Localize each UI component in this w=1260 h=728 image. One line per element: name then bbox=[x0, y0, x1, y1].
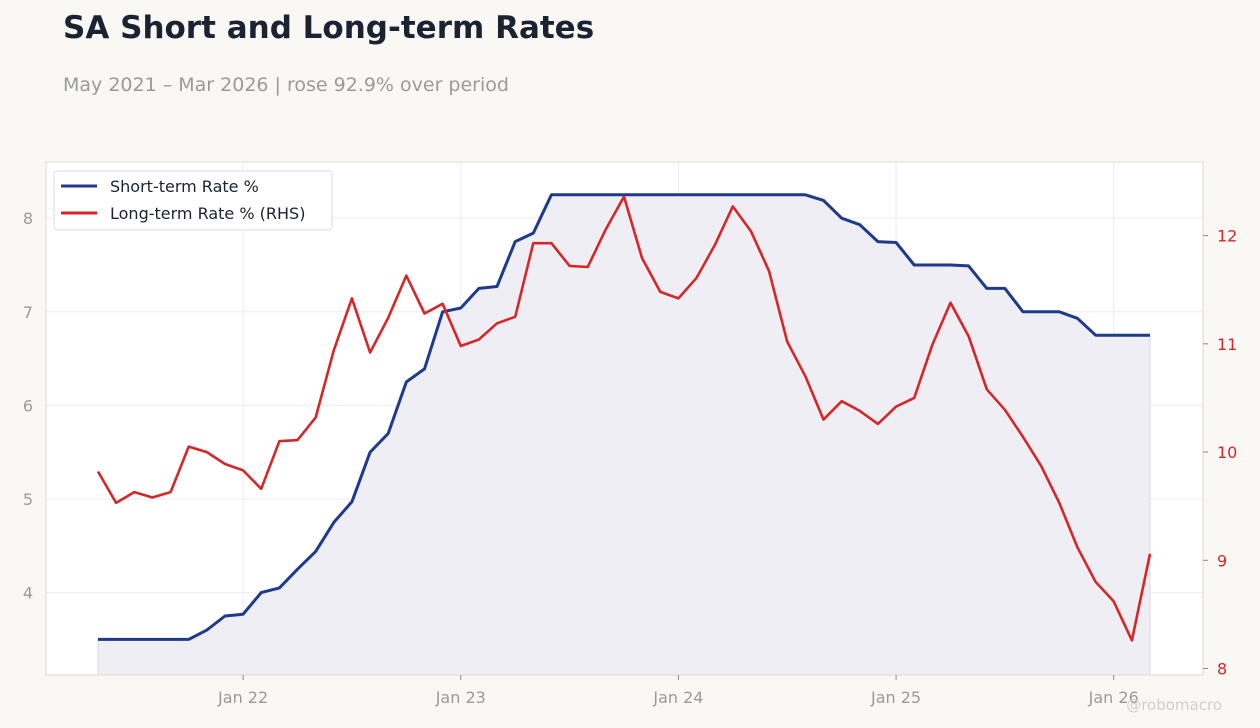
watermark: @robomacro bbox=[1126, 696, 1222, 714]
legend-label-long-rate: Long-term Rate % (RHS) bbox=[110, 204, 305, 223]
left-axis-tick-label: 5 bbox=[23, 490, 33, 509]
long-rate-line bbox=[96, 195, 1152, 642]
x-axis-tick-label: Jan 22 bbox=[217, 688, 268, 707]
left-axis-tick-label: 8 bbox=[23, 209, 33, 228]
left-axis-ticks: 4 5 6 7 8 bbox=[23, 209, 33, 602]
x-axis-tick-label: Jan 25 bbox=[870, 688, 921, 707]
left-axis-tick-label: 4 bbox=[23, 584, 33, 603]
x-axis-tick-label: Jan 23 bbox=[435, 688, 486, 707]
left-axis-tick-label: 6 bbox=[23, 396, 33, 415]
right-axis-tick-label: 12 bbox=[1217, 227, 1237, 246]
x-axis-tick-label: Jan 26 bbox=[1088, 688, 1139, 707]
right-axis-tick-label: 10 bbox=[1217, 443, 1237, 462]
left-axis-tick-label: 7 bbox=[23, 303, 33, 322]
legend-label-short-rate: Short-term Rate % bbox=[110, 177, 259, 196]
right-axis-tick-label: 11 bbox=[1217, 335, 1237, 354]
legend-box bbox=[53, 170, 333, 231]
right-axis-ticks: 8 9 10 11 12 bbox=[1203, 227, 1237, 679]
right-axis-tick-label: 8 bbox=[1217, 660, 1227, 679]
plot-frame bbox=[45, 161, 1204, 676]
chart-title: SA Short and Long-term Rates bbox=[63, 10, 595, 46]
x-axis-tick-label: Jan 24 bbox=[652, 688, 703, 707]
right-axis-tick-label: 9 bbox=[1217, 551, 1227, 570]
legend: Short-term Rate % Long-term Rate % (RHS) bbox=[53, 170, 333, 231]
x-axis-ticks: Jan 22 Jan 23 Jan 24 Jan 25 Jan 26 bbox=[217, 675, 1139, 707]
chart-subtitle: May 2021 – Mar 2026 | rose 92.9% over pe… bbox=[63, 74, 509, 96]
short-rate-line bbox=[98, 193, 1150, 641]
